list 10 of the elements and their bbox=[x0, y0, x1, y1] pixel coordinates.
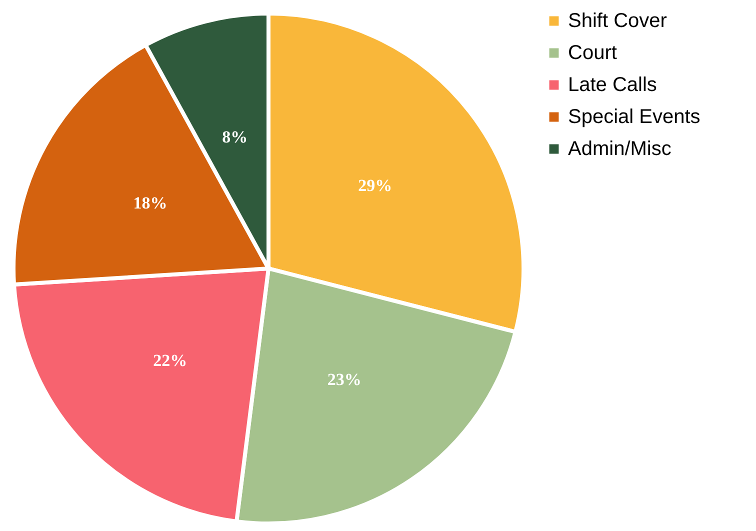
data-label: 18% bbox=[133, 193, 168, 212]
legend-label: Special Events bbox=[568, 106, 700, 128]
data-label: 22% bbox=[153, 350, 188, 370]
data-label: 8% bbox=[222, 128, 248, 147]
legend-label: Court bbox=[568, 42, 618, 64]
legend-label: Admin/Misc bbox=[568, 138, 672, 160]
legend-label: Late Calls bbox=[568, 74, 657, 96]
data-label: 29% bbox=[358, 176, 392, 195]
legend-label: Shift Cover bbox=[568, 10, 668, 32]
data-label: 23% bbox=[327, 370, 362, 390]
